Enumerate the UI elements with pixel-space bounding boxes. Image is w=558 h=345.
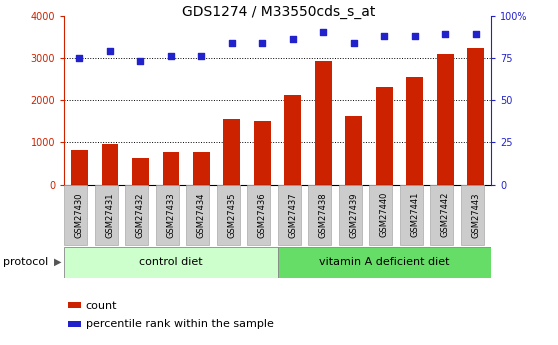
Text: GSM27435: GSM27435 [227, 192, 237, 237]
Text: control diet: control diet [139, 257, 203, 267]
Text: GSM27430: GSM27430 [75, 192, 84, 237]
Text: GSM27438: GSM27438 [319, 192, 328, 238]
Text: GSM27431: GSM27431 [105, 192, 114, 237]
Text: GSM27432: GSM27432 [136, 192, 145, 237]
Bar [71, 150, 88, 185]
Bar [400, 185, 423, 245]
Point [136, 58, 145, 64]
Point [410, 33, 419, 39]
Text: GSM27436: GSM27436 [258, 192, 267, 238]
Text: GDS1274 / M33550cds_s_at: GDS1274 / M33550cds_s_at [182, 5, 376, 19]
Bar [132, 158, 149, 185]
Bar [64, 247, 277, 278]
Bar [308, 185, 331, 245]
Bar [156, 185, 179, 245]
Text: count: count [85, 300, 117, 310]
Text: protocol: protocol [3, 257, 48, 267]
Bar [376, 87, 393, 185]
Text: vitamin A deficient diet: vitamin A deficient diet [319, 257, 450, 267]
Point [75, 55, 84, 61]
Bar [406, 77, 423, 185]
Point [349, 40, 358, 45]
Point [441, 31, 450, 37]
Bar [69, 321, 81, 327]
Point [105, 48, 114, 54]
Bar [369, 185, 392, 245]
Bar [345, 116, 362, 185]
Point [380, 33, 389, 39]
Point [197, 53, 206, 59]
Bar [125, 185, 148, 245]
Bar [64, 185, 88, 245]
Bar [186, 185, 209, 245]
Point [166, 53, 175, 59]
Bar [430, 185, 454, 245]
Bar [162, 152, 179, 185]
Text: ▶: ▶ [54, 257, 61, 267]
Bar [217, 185, 240, 245]
Bar [460, 185, 484, 245]
Bar [247, 185, 271, 245]
Point [319, 30, 328, 35]
Text: GSM27442: GSM27442 [441, 192, 450, 237]
Bar [315, 61, 331, 185]
Bar [95, 185, 118, 245]
Bar [278, 185, 301, 245]
Bar [277, 247, 491, 278]
Bar [224, 119, 240, 185]
Bar [285, 95, 301, 185]
Text: GSM27440: GSM27440 [380, 192, 389, 237]
Bar [193, 152, 210, 185]
Text: GSM27434: GSM27434 [197, 192, 206, 237]
Bar [468, 48, 484, 185]
Bar [254, 121, 271, 185]
Point [288, 37, 297, 42]
Bar [437, 55, 454, 185]
Point [472, 31, 480, 37]
Text: GSM27433: GSM27433 [166, 192, 175, 238]
Point [258, 40, 267, 45]
Text: percentile rank within the sample: percentile rank within the sample [85, 319, 273, 329]
Point [228, 40, 237, 45]
Text: GSM27437: GSM27437 [288, 192, 297, 238]
Bar [339, 185, 362, 245]
Text: GSM27439: GSM27439 [349, 192, 358, 237]
Text: GSM27443: GSM27443 [472, 192, 480, 237]
Text: GSM27441: GSM27441 [410, 192, 419, 237]
Bar [69, 303, 81, 308]
Bar [102, 144, 118, 185]
